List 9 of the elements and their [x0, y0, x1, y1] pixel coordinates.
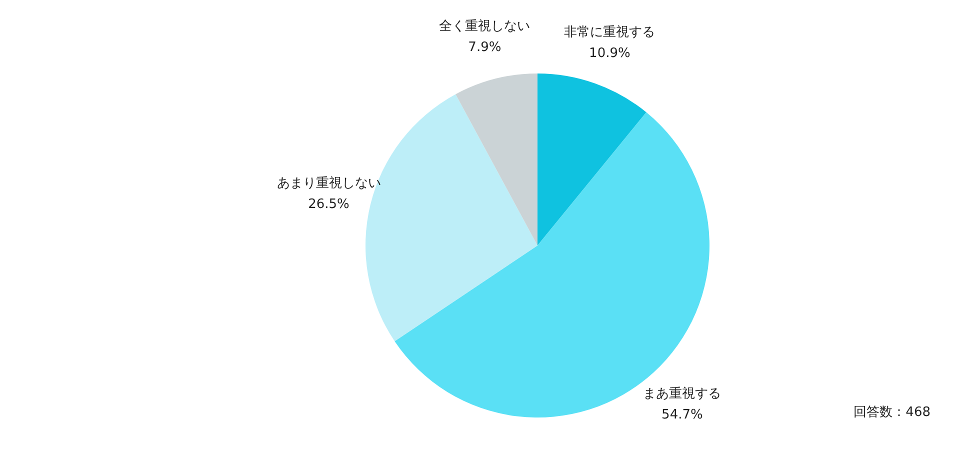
data-label: 10.9%: [589, 46, 630, 61]
text: 回答数：468: [854, 405, 931, 420]
slice-label: 全く重視しない: [439, 19, 530, 34]
slice-label: あまり重視しない: [276, 176, 381, 191]
data-label: 26.5%: [308, 196, 350, 212]
data-label: 7.9%: [468, 40, 502, 56]
data-label: 54.7%: [662, 408, 703, 423]
slice-label: 非常に重視する: [564, 24, 656, 40]
slice-label: まあ重視する: [643, 386, 722, 402]
